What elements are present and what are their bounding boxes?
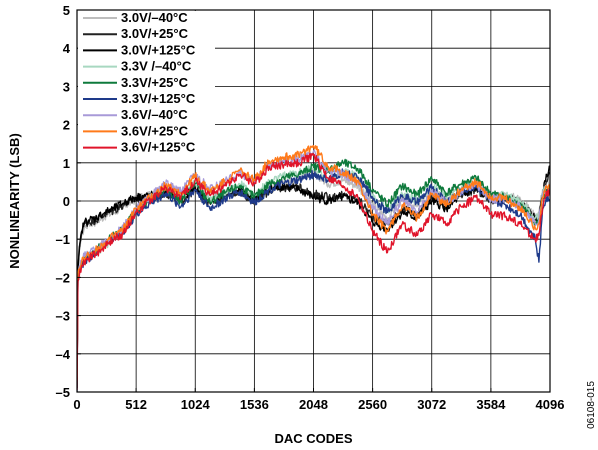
y-tick-label: –4 [56, 347, 71, 362]
legend-label: 3.3V /–40°C [121, 59, 192, 74]
y-axis-ticks: –5 –4 –3 –2 –1 0 1 2 3 4 5 [56, 3, 81, 400]
x-tick-label: 0 [73, 397, 80, 412]
figure-id: 06108-015 [586, 381, 597, 429]
series-line [77, 152, 550, 391]
x-tick-label: 2560 [358, 397, 387, 412]
x-axis-title: DAC CODES [274, 431, 352, 446]
y-tick-label: 0 [63, 194, 70, 209]
series-layer [77, 144, 550, 392]
x-tick-label: 4096 [536, 397, 565, 412]
y-tick-label: –1 [56, 232, 70, 247]
y-tick-label: 5 [63, 3, 70, 18]
y-tick-label: –2 [56, 270, 70, 285]
y-tick-label: –3 [56, 309, 70, 324]
legend-label: 3.0V/–40°C [121, 10, 188, 25]
x-tick-label: 1024 [181, 397, 211, 412]
x-tick-label: 3072 [417, 397, 446, 412]
legend-background [78, 11, 215, 160]
x-axis-ticks: 0 512 1024 1536 2048 2560 3072 3584 4096 [73, 388, 564, 412]
x-tick-label: 2048 [299, 397, 328, 412]
legend-label: 3.6V/–40°C [121, 107, 188, 122]
legend-label: 3.0V/+125°C [121, 42, 196, 57]
y-tick-label: 1 [63, 156, 70, 171]
legend-label: 3.6V/+25°C [121, 123, 189, 138]
legend-label: 3.6V/+125°C [121, 140, 196, 155]
legend: 3.0V/–40°C3.0V/+25°C3.0V/+125°C 3.3V /–40… [78, 10, 215, 160]
y-tick-label: 3 [63, 79, 70, 94]
y-tick-label: 4 [63, 41, 71, 56]
x-tick-label: 1536 [240, 397, 269, 412]
legend-label: 3.0V/+25°C [121, 26, 189, 41]
y-tick-label: –5 [56, 385, 70, 400]
grid [77, 10, 550, 392]
x-tick-label: 3584 [476, 397, 506, 412]
y-axis-title: NONLINEARITY (LSB) [7, 133, 22, 269]
legend-label: 3.3V/+25°C [121, 75, 189, 90]
legend-label: 3.3V/+125°C [121, 91, 196, 106]
y-tick-label: 2 [63, 118, 70, 133]
x-tick-label: 512 [125, 397, 147, 412]
